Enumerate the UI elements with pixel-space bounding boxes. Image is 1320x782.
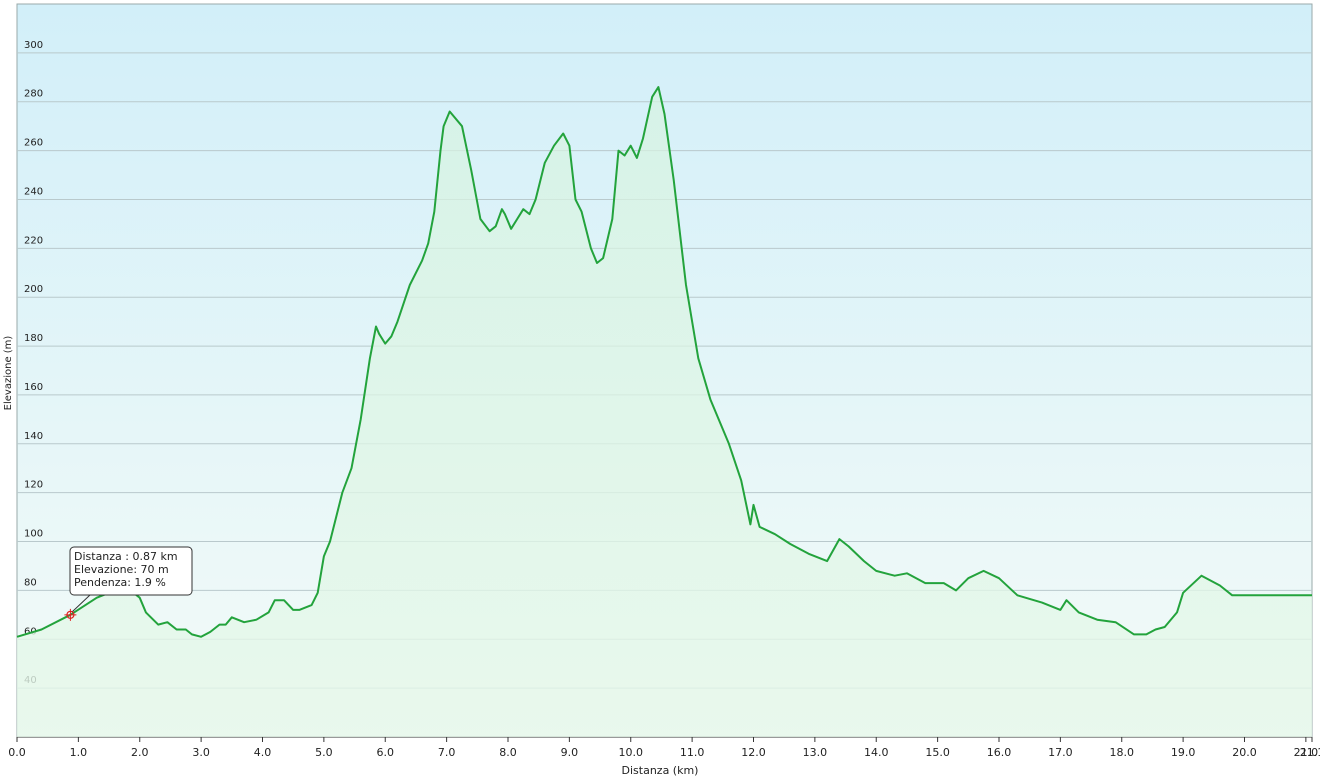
x-tick-label: 19.0 [1171,746,1196,759]
y-tick-label: 200 [24,284,43,295]
tooltip: Distanza : 0.87 km Elevazione: 70 m Pend… [69,546,193,613]
x-tick-label: 9.0 [561,746,579,759]
x-tick-label: 0.0 [8,746,26,759]
x-tick-label: 6.0 [376,746,394,759]
x-tick-label: 1.0 [70,746,88,759]
x-tick-label: 18.0 [1109,746,1134,759]
x-tick-label: 5.0 [315,746,333,759]
x-tick-label: 12.0 [741,746,766,759]
y-tick-label: 280 [24,89,43,100]
tooltip-box [69,546,193,596]
x-tick-label: 11.0 [680,746,705,759]
y-tick-label: 160 [24,382,43,393]
x-tick-label: 20.0 [1232,746,1257,759]
y-tick-label: 60 [24,626,37,637]
y-axis-title: Elevazione (m) [3,336,14,411]
y-tick-label: 240 [24,186,43,197]
x-tick-label: 7.0 [438,746,456,759]
y-tick-label: 140 [24,431,43,442]
x-tick-label: 14.0 [864,746,889,759]
marker [64,608,77,621]
x-axis-title: Distanza (km) [622,764,699,777]
x-tick-label: 13.0 [803,746,828,759]
x-tick-label: 8.0 [499,746,517,759]
y-tick-label: 220 [24,235,43,246]
y-tick-label: 260 [24,138,43,149]
x-tick-label: 16.0 [987,746,1012,759]
x-tick-label: 10.0 [618,746,643,759]
tooltip-line: Pendenza: 1.9 % [74,576,166,589]
tooltip-line: Distanza : 0.87 km [74,550,178,563]
y-tick-label: 100 [24,529,43,540]
y-tick-label: 80 [24,577,37,588]
marker-cross [64,608,77,621]
x-tick-label: 2.0 [131,746,149,759]
x-tick-label: 21.0 [1294,746,1319,759]
y-tick-label: 120 [24,480,43,491]
x-tick-label: 3.0 [192,746,210,759]
area-fill [17,87,1312,738]
x-tick-label: 15.0 [925,746,950,759]
tooltip-pointer [71,594,91,613]
x-tick-label: 21.1 [1300,746,1320,759]
y-tick-label: 300 [24,40,43,51]
elevation-line [16,86,1312,638]
x-tick-label: 17.0 [1048,746,1073,759]
tooltip-line: Elevazione: 70 m [74,563,169,576]
y-tick-label: 180 [24,333,43,344]
x-tick-label: 4.0 [254,746,272,759]
